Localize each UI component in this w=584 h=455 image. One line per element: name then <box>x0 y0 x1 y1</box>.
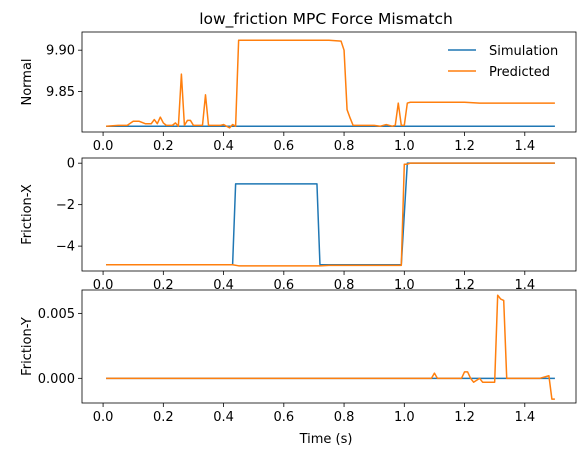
x-tick-label: 1.0 <box>394 410 415 425</box>
axes-frame <box>81 289 577 404</box>
y-tick-label: 0.000 <box>38 372 75 387</box>
x-tick-label: 0.2 <box>153 139 174 154</box>
x-tick-label: 1.0 <box>394 139 415 154</box>
x-tick-label: 1.4 <box>514 410 535 425</box>
x-tick-label: 0.6 <box>273 278 294 293</box>
x-tick-label: 0.8 <box>334 410 355 425</box>
x-tick-label: 0.6 <box>273 139 294 154</box>
x-tick-label: 0.2 <box>153 410 174 425</box>
y-tick-label: 9.85 <box>46 85 75 100</box>
y-tick-label: 0.005 <box>38 307 75 322</box>
y-tick-label: −2 <box>56 198 75 213</box>
x-tick-label: 0.4 <box>213 139 234 154</box>
legend-label-predicted: Predicted <box>489 65 550 80</box>
y-axis-label-friction-y: Friction-Y <box>20 317 35 376</box>
y-tick-label: −4 <box>56 240 75 255</box>
x-tick-label: 1.4 <box>514 278 535 293</box>
x-tick-label: 0.2 <box>153 278 174 293</box>
x-tick-label: 1.2 <box>454 410 475 425</box>
axes-frame <box>81 157 577 272</box>
series-line-predicted <box>106 294 555 400</box>
series-line-predicted <box>106 39 555 129</box>
axes-frame <box>81 31 577 133</box>
x-axis-label: Time (s) <box>299 432 353 447</box>
series-line-predicted <box>106 162 555 267</box>
x-tick-label: 0.4 <box>213 278 234 293</box>
legend: Simulation Predicted <box>448 44 558 80</box>
series-line-simulation <box>106 162 555 266</box>
y-tick-label: 0 <box>67 157 75 172</box>
x-tick-label: 1.0 <box>394 278 415 293</box>
x-tick-label: 0.0 <box>93 410 114 425</box>
chart-title: low_friction MPC Force Mismatch <box>199 10 453 29</box>
x-tick-label: 0.8 <box>334 139 355 154</box>
legend-label-simulation: Simulation <box>489 44 558 59</box>
x-tick-label: 1.2 <box>454 278 475 293</box>
y-axis-label-normal: Normal <box>20 58 35 105</box>
x-tick-label: 0.0 <box>93 278 114 293</box>
panel-normal: 0.0 0.2 0.4 0.6 0.8 1.0 1.2 1.4 9.85 9.90 Normal <box>20 31 577 154</box>
x-tick-label: 0.8 <box>334 278 355 293</box>
y-tick-label: 9.90 <box>46 44 75 59</box>
x-tick-label: 1.2 <box>454 139 475 154</box>
panel-friction-y: 0.0 0.2 0.4 0.6 0.8 1.0 1.2 1.4 0.000 0.005Fricti… <box>20 289 577 425</box>
x-tick-label: 0.4 <box>213 410 234 425</box>
x-tick-label: 0.0 <box>93 139 114 154</box>
y-axis-label-friction-x: Friction-X <box>20 184 35 245</box>
x-tick-label: 0.6 <box>273 410 294 425</box>
panel-friction-x: 0.0 0.2 0.4 0.6 0.8 1.0 1.2 1.4 −4 −2 0 Friction-X <box>20 157 577 293</box>
x-tick-label: 1.4 <box>514 139 535 154</box>
